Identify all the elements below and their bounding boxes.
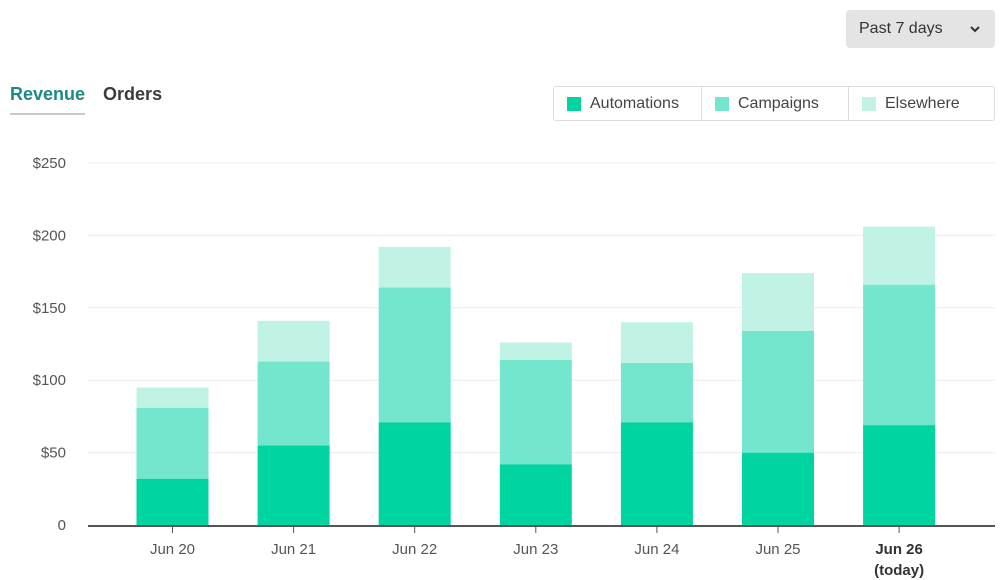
bar-elsewhere [742, 273, 814, 331]
legend-label-elsewhere: Elsewhere [885, 94, 960, 112]
bar-automations [257, 445, 330, 525]
bar-campaigns [136, 407, 209, 479]
x-tick-label: Jun 22 [392, 541, 437, 558]
bar-automations [136, 478, 209, 525]
legend-item-campaigns[interactable]: Campaigns [702, 87, 849, 120]
bar-automations [863, 425, 936, 525]
y-tick-label: $150 [33, 300, 66, 317]
date-range-select[interactable]: Past 7 days [846, 10, 995, 48]
tab-orders[interactable]: Orders [103, 84, 163, 104]
metric-tabs: Revenue Orders [10, 84, 162, 115]
y-tick-label: $200 [33, 227, 66, 244]
bar-elsewhere [863, 226, 936, 285]
bar-campaigns [742, 330, 814, 453]
x-tick-label: Jun 21 [271, 541, 316, 558]
chart-legend: Automations Campaigns Elsewhere [553, 86, 995, 121]
legend-label-campaigns: Campaigns [738, 94, 819, 112]
bar-campaigns [620, 362, 693, 423]
x-tick-label: Jun 25 [755, 541, 800, 558]
bar-campaigns [499, 359, 572, 465]
legend-swatch-campaigns [715, 96, 729, 111]
bar-campaigns [378, 287, 451, 423]
chevron-down-icon [970, 26, 980, 33]
legend-swatch-automations [567, 96, 581, 111]
legend-label-automations: Automations [590, 94, 679, 112]
bar-campaigns [257, 361, 330, 446]
bar-campaigns [863, 284, 936, 426]
legend-swatch-elsewhere [862, 96, 876, 111]
legend-item-elsewhere[interactable]: Elsewhere [849, 87, 994, 120]
bar-automations [499, 464, 572, 525]
y-tick-label: 0 [58, 517, 66, 534]
y-tick-label: $100 [33, 372, 66, 389]
bar-automations [742, 452, 814, 525]
bar-elsewhere [136, 387, 209, 408]
x-tick-label: Jun 23 [513, 541, 558, 558]
tab-revenue[interactable]: Revenue [10, 84, 86, 115]
y-tick-label: $50 [41, 445, 66, 462]
bar-automations [378, 422, 451, 525]
bar-elsewhere [378, 246, 451, 288]
date-range-label: Past 7 days [859, 20, 943, 37]
bar-elsewhere [620, 322, 693, 363]
x-tick-label: Jun 26 [875, 541, 923, 558]
y-tick-label: $250 [33, 155, 66, 172]
bar-elsewhere [257, 320, 330, 362]
bar-automations [620, 422, 693, 525]
x-tick-sublabel: (today) [874, 562, 924, 579]
x-tick-label: Jun 24 [634, 541, 679, 558]
x-tick-label: Jun 20 [150, 541, 195, 558]
legend-item-automations[interactable]: Automations [554, 87, 702, 120]
bar-elsewhere [499, 342, 572, 360]
